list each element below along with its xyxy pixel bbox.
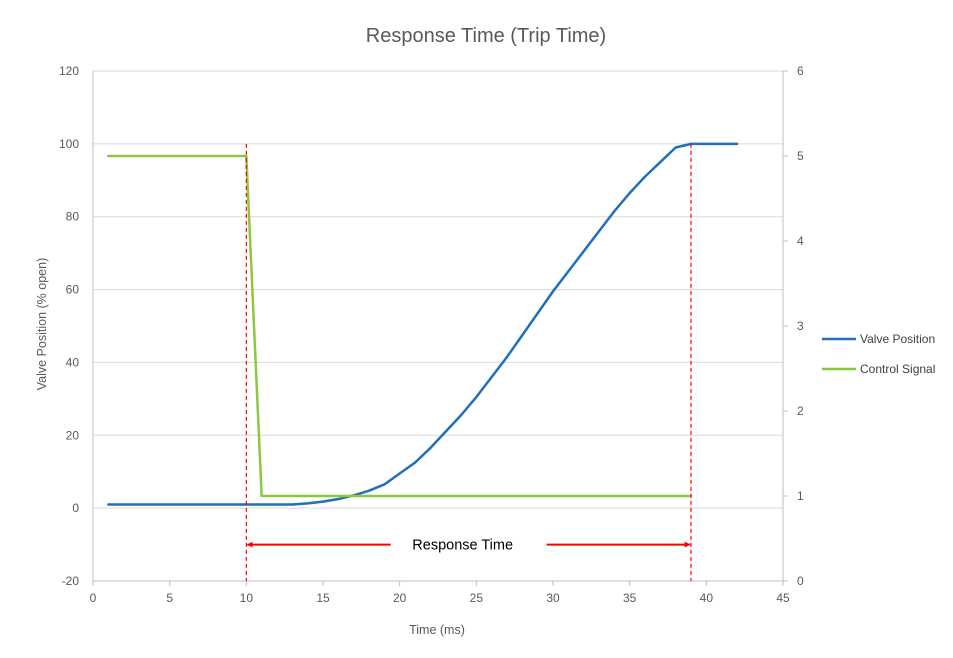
y-tick-label: 80 bbox=[66, 210, 80, 224]
response-time-label: Response Time bbox=[412, 538, 513, 554]
x-tick-label: 0 bbox=[90, 591, 97, 605]
tick-labels: 0 5 10 15 20 25 30 35 40 45-200204060801001200123… bbox=[59, 64, 804, 605]
plot-series bbox=[107, 142, 739, 506]
y2-tick-label: 5 bbox=[797, 149, 804, 163]
control-signal-line bbox=[107, 154, 693, 498]
x-tick-label: 30 bbox=[546, 591, 560, 605]
y2-tick-label: 3 bbox=[797, 319, 804, 333]
x-tick-label: 25 bbox=[470, 591, 484, 605]
legend-label-valve-position: Valve Position bbox=[860, 332, 935, 346]
axes bbox=[92, 70, 788, 586]
y2-tick-label: 6 bbox=[797, 64, 804, 78]
gridlines bbox=[93, 70, 783, 582]
chart-title: Response Time (Trip Time) bbox=[366, 25, 606, 47]
y-tick-label: 100 bbox=[59, 137, 79, 151]
y2-tick-label: 0 bbox=[797, 574, 804, 588]
y-tick-label: 40 bbox=[66, 355, 80, 369]
y2-tick-label: 4 bbox=[797, 234, 804, 248]
annotations: Response Time bbox=[245, 143, 692, 581]
y2-tick-label: 2 bbox=[797, 404, 804, 418]
x-tick-label: 10 bbox=[240, 591, 254, 605]
y-tick-label: 0 bbox=[72, 501, 79, 515]
x-tick-label: 40 bbox=[700, 591, 714, 605]
x-tick-label: 15 bbox=[316, 591, 330, 605]
x-tick-label: 35 bbox=[623, 591, 637, 605]
x-tick-label: 20 bbox=[393, 591, 407, 605]
legend-label-control-signal: Control Signal bbox=[860, 362, 935, 376]
y-tick-label: 60 bbox=[66, 283, 80, 297]
y-tick-label: 120 bbox=[59, 64, 79, 78]
x-tick-label: 5 bbox=[166, 591, 173, 605]
y2-tick-label: 1 bbox=[797, 489, 804, 503]
x-tick-label: 45 bbox=[776, 591, 790, 605]
x-axis-title: Time (ms) bbox=[409, 623, 465, 637]
y-axis-title: Valve Position (% open) bbox=[35, 258, 49, 390]
legend: Valve Position Control Signal bbox=[822, 332, 935, 376]
valve-position-line bbox=[107, 142, 739, 506]
y-tick-label: 20 bbox=[66, 428, 80, 442]
y-tick-label: -20 bbox=[62, 574, 80, 588]
